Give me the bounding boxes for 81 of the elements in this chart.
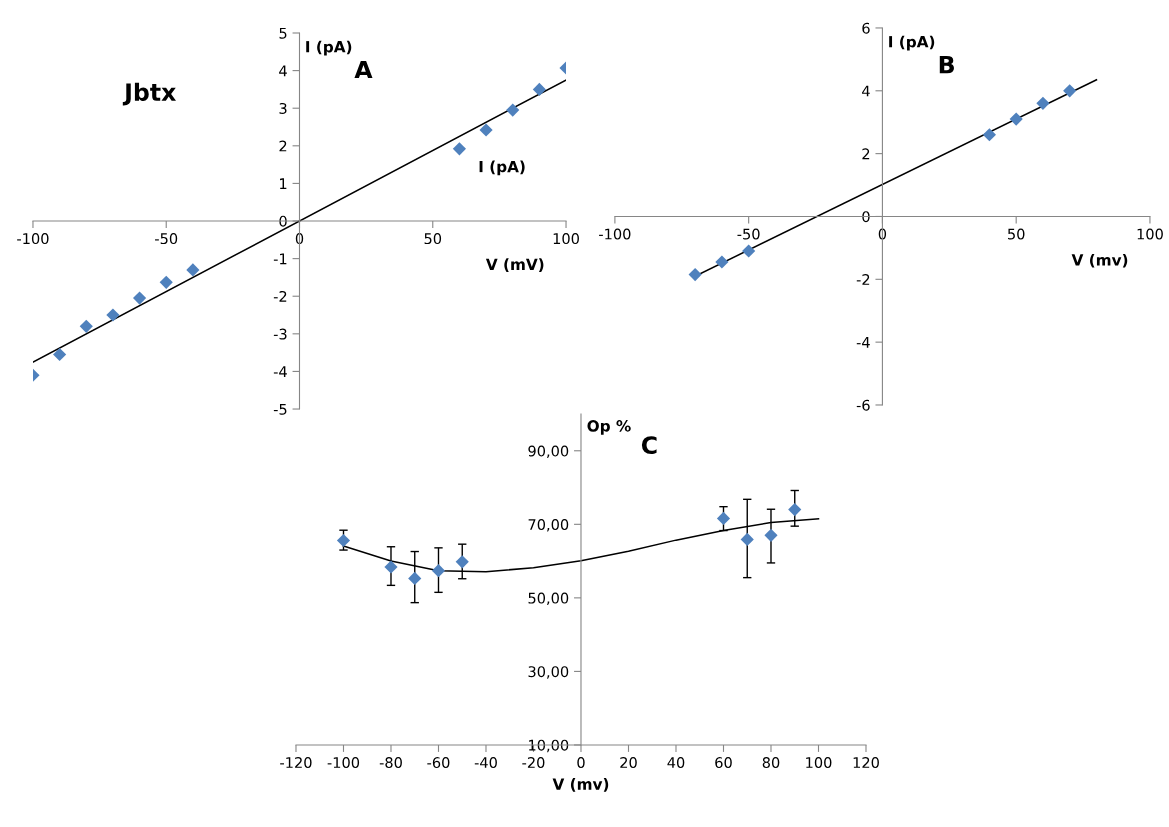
x-tick-label: -60 — [427, 757, 450, 769]
y-tick-label: 2 — [862, 148, 870, 160]
point — [79, 319, 93, 333]
x-tick-label: 40 — [667, 757, 685, 769]
x-tick-label: -40 — [474, 757, 497, 769]
point — [186, 263, 200, 277]
point — [336, 533, 351, 548]
text: C — [641, 436, 657, 455]
x-tick-label: -100 — [17, 233, 49, 245]
point — [740, 532, 754, 546]
y-tick-label: 6 — [862, 22, 870, 34]
y-tick-label: 1 — [280, 178, 287, 189]
y-axis-title: Op % — [587, 420, 631, 435]
x-tick-label: 120 — [853, 757, 879, 769]
x-axis-title: V (mv) — [1071, 253, 1128, 268]
x-tick-label: -100 — [599, 228, 631, 240]
y-tick-label: 4 — [862, 85, 870, 97]
x-tick-label: -20 — [522, 757, 545, 769]
x-tick-label: -50 — [737, 228, 760, 240]
y-tick-label: 70,00 — [528, 519, 569, 532]
point — [688, 268, 702, 282]
x-axis-title: V (mV) — [485, 258, 544, 272]
x-tick-label: 80 — [762, 757, 780, 769]
x-tick-label: 100 — [1137, 228, 1163, 240]
point — [1063, 84, 1077, 98]
text: A — [354, 60, 373, 79]
x-tick-label: 20 — [620, 757, 637, 769]
point — [1036, 96, 1050, 110]
point — [982, 128, 997, 142]
point — [159, 275, 173, 289]
y-tick-label: -4 — [273, 366, 287, 377]
x-tick-label: 50 — [424, 233, 442, 245]
y-tick-label: -5 — [273, 403, 287, 415]
point — [455, 555, 469, 569]
point — [1009, 112, 1023, 126]
x-tick-label: 100 — [553, 233, 579, 245]
point — [106, 308, 120, 322]
y-tick-label: 0 — [279, 215, 287, 227]
point — [452, 142, 466, 156]
y-tick-label: 2 — [279, 140, 287, 152]
annotation: Jbtx — [122, 82, 176, 106]
point — [408, 571, 422, 585]
y-tick-label: -4 — [856, 337, 870, 348]
text: B — [939, 55, 954, 74]
y-tick-label: -2 — [856, 274, 870, 285]
x-tick-label: -120 — [280, 757, 312, 769]
x-tick-label: -100 — [327, 757, 360, 769]
point — [384, 560, 398, 574]
x-tick-label: 100 — [806, 757, 832, 769]
y-tick-label: 4 — [279, 65, 287, 77]
x-tick-label: -50 — [155, 233, 178, 245]
y-tick-label: -3 — [273, 328, 287, 340]
annotation: I (pA) — [479, 160, 525, 176]
x-tick-label: 50 — [1008, 228, 1025, 240]
y-tick-label: -1 — [273, 253, 287, 265]
point — [506, 103, 520, 117]
y-axis-title: I (pA) — [306, 40, 352, 56]
x-axis-title: V (mv) — [552, 778, 609, 792]
y-axis-title: I (pA) — [889, 35, 935, 51]
point — [716, 511, 731, 526]
y-tick-label: -6 — [856, 399, 870, 411]
y-tick-label: 10,00 — [529, 739, 569, 753]
point — [431, 564, 446, 578]
x-tick-label: 60 — [715, 757, 732, 769]
point — [715, 255, 729, 269]
y-tick-label: 30,00 — [528, 666, 569, 679]
y-tick-label: 50,00 — [528, 592, 569, 606]
point — [788, 503, 802, 517]
y-tick-label: -2 — [273, 290, 287, 302]
x-tick-label: 0 — [878, 228, 887, 240]
point — [53, 347, 67, 362]
point — [479, 123, 493, 137]
point — [742, 244, 756, 258]
point — [132, 291, 147, 305]
point — [764, 528, 778, 542]
x-tick-label: -80 — [379, 757, 402, 769]
x-tick-label: 0 — [577, 757, 585, 769]
point — [532, 82, 546, 96]
y-tick-label: 90,00 — [528, 445, 569, 459]
y-tick-label: 3 — [279, 102, 287, 114]
y-tick-label: 5 — [279, 27, 287, 39]
